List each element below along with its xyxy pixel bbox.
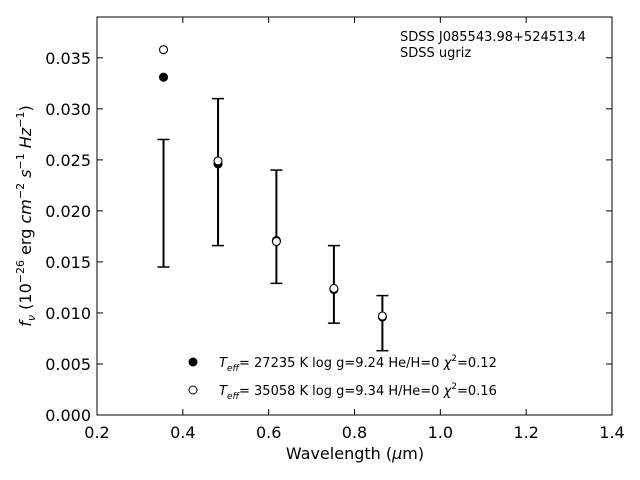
model-point-open <box>329 283 339 294</box>
x-tick-label: 1.2 <box>513 423 538 442</box>
error-bars <box>157 97 389 352</box>
x-tick-label: 1.0 <box>428 423 453 442</box>
legend: Teff= 27235 K log g=9.24 He/H=0 χ2=0.12 … <box>188 354 497 402</box>
model-point-open <box>213 156 223 166</box>
data-markers <box>158 45 387 322</box>
y-tick-label: 0.015 <box>45 253 91 272</box>
x-tick-label: 0.2 <box>84 423 109 442</box>
photometry-annotation: SDSS ugriz <box>400 46 471 61</box>
y-axis-label: fν (10−26 erg cm−2 s−1 Hz−1) <box>14 105 38 326</box>
x-tick-label: 0.8 <box>342 423 367 442</box>
model-point-open <box>158 45 169 55</box>
model-point-open <box>377 311 387 321</box>
legend-marker-open <box>188 385 198 395</box>
y-tick-label: 0.005 <box>45 355 91 374</box>
x-axis-label: Wavelength (μm) <box>286 444 424 463</box>
model-point-filled <box>158 72 169 82</box>
x-tick-label: 1.4 <box>599 423 624 442</box>
y-tick-label: 0.030 <box>45 100 91 119</box>
x-tick-label: 0.6 <box>256 423 281 442</box>
axis-ticks: 0.2 0.4 0.6 0.8 1.0 1.2 1.4 0.000 0.005 0.010 0.01… <box>45 17 625 442</box>
y-tick-label: 0.025 <box>45 151 91 170</box>
legend-label-2: Teff= 35058 K log g=9.34 H/He=0 χ2=0.16 <box>219 382 497 402</box>
y-tick-label: 0.010 <box>45 304 91 323</box>
model-point-open <box>271 236 281 247</box>
legend-marker-filled <box>188 357 198 367</box>
target-name-annotation: SDSS J085543.98+524513.4 <box>400 30 586 45</box>
y-tick-label: 0.000 <box>45 406 91 425</box>
y-tick-label: 0.020 <box>45 202 91 221</box>
legend-label-1: Teff= 27235 K log g=9.24 He/H=0 χ2=0.12 <box>219 354 497 374</box>
x-tick-label: 0.4 <box>170 423 195 442</box>
y-tick-label: 0.035 <box>45 49 91 68</box>
